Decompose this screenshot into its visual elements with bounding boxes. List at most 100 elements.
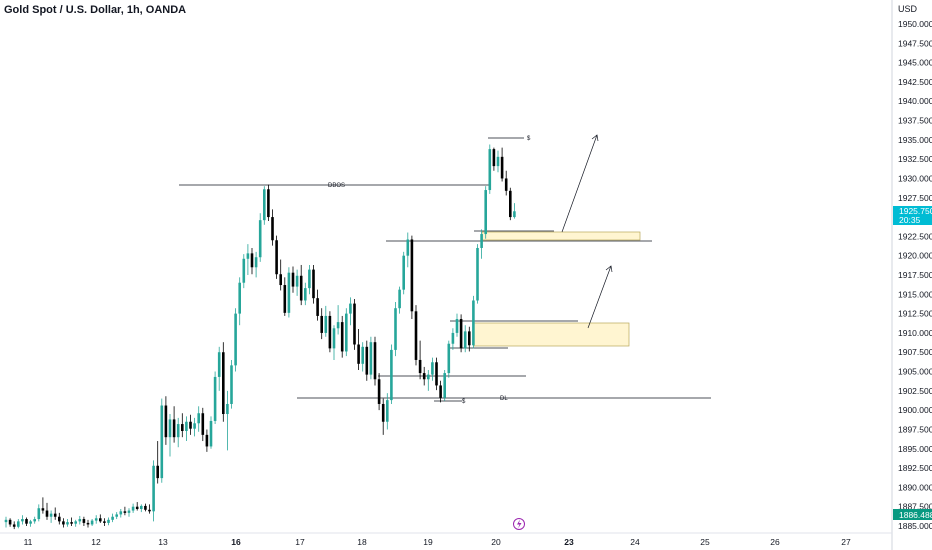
low-price-tag: 1886.488: [893, 509, 932, 520]
lightning-icon[interactable]: [513, 518, 525, 530]
currency-label: USD: [898, 4, 918, 14]
price-tick-label: 1900.000: [898, 405, 932, 415]
countdown-timer: 20:35: [899, 215, 921, 225]
candle-up: [254, 257, 258, 268]
low-price-tag-bg: [893, 509, 932, 520]
candle-down: [422, 373, 426, 380]
candle-up: [369, 342, 373, 375]
price-tick-label: 1932.500: [898, 154, 932, 164]
candle-down: [439, 385, 442, 398]
price-tick-label: 1915.000: [898, 289, 932, 299]
last-price-tag-bg: [893, 206, 932, 225]
price-tick-label: 1930.000: [898, 173, 932, 183]
candle-down: [222, 352, 225, 415]
time-tick-label: 27: [841, 537, 851, 547]
price-tick-label: 1942.500: [898, 77, 932, 87]
candle-up: [263, 189, 266, 221]
lower-arrow-head[interactable]: [605, 265, 613, 273]
price-tick-label: 1945.000: [898, 58, 932, 68]
price-tick-label: 1907.500: [898, 347, 932, 357]
candle-down: [299, 275, 303, 301]
candle-down: [373, 342, 377, 380]
candle-down: [435, 362, 438, 386]
candle-down: [328, 315, 332, 349]
projection-arrows[interactable]: [561, 134, 613, 329]
candle-up: [386, 400, 389, 422]
candle-up: [209, 420, 213, 447]
candle-up: [119, 511, 123, 515]
candle-down: [172, 419, 176, 438]
time-tick-label: 11: [24, 537, 33, 547]
candle-up: [230, 365, 233, 404]
dl-label: DL: [500, 396, 508, 402]
candle-up: [451, 332, 455, 344]
price-tick-label: 1912.500: [898, 309, 932, 319]
candle-down: [381, 403, 385, 422]
candle-down: [492, 149, 496, 167]
candle-down: [271, 217, 274, 241]
candle-up: [447, 343, 451, 374]
candle-up: [74, 521, 77, 524]
candle-up: [324, 315, 328, 333]
candle-up: [336, 322, 340, 329]
candle-up: [217, 352, 221, 377]
candle-down: [279, 274, 282, 286]
candle-up: [168, 419, 172, 438]
candle-up: [111, 516, 114, 520]
upper-arrow-head[interactable]: [591, 134, 599, 142]
candle-up: [37, 508, 41, 520]
candle-down: [148, 509, 151, 512]
price-tick-label: 1920.000: [898, 251, 932, 261]
candle-down: [504, 178, 508, 191]
candle-down: [250, 253, 254, 268]
lower-arrow-line[interactable]: [587, 265, 612, 329]
candle-up: [304, 288, 307, 301]
candle-up: [427, 374, 430, 380]
candle-down: [267, 189, 270, 218]
time-tick-label: 24: [630, 537, 640, 547]
time-tick-label: 12: [91, 537, 101, 547]
candle-up: [484, 190, 487, 235]
drawings[interactable]: [179, 137, 711, 402]
candle-up: [160, 405, 164, 479]
candles-group: [4, 144, 516, 530]
candle-up: [140, 505, 143, 510]
candle-down: [8, 519, 12, 525]
candle-up: [49, 513, 53, 517]
last-price-tag: 1925.750 20:35: [893, 206, 932, 225]
high-dollar-label: $: [527, 136, 531, 142]
candle-down: [156, 465, 159, 479]
last-price-value: 1925.750: [899, 206, 932, 216]
lower-zone-box[interactable]: [473, 322, 630, 347]
candle-down: [135, 506, 139, 510]
candle-up: [398, 289, 401, 309]
candle-up: [287, 272, 291, 313]
candle-down: [99, 518, 102, 522]
candle-down: [45, 510, 49, 517]
time-tick-label: 26: [770, 537, 780, 547]
time-tick-label: 19: [423, 537, 433, 547]
price-tick-label: 1940.000: [898, 96, 932, 106]
candle-up: [258, 220, 262, 258]
candle-up: [394, 308, 397, 350]
upper-arrow-line[interactable]: [561, 134, 598, 233]
candle-down: [509, 190, 512, 218]
upper-zone-box[interactable]: [481, 231, 641, 241]
price-tick-label: 1917.500: [898, 270, 932, 280]
time-tick-label: 23: [564, 537, 574, 547]
price-axis[interactable]: 1950.000 1947.500 1945.000 1942.500 1940.000…: [898, 19, 932, 531]
candle-down: [275, 240, 278, 275]
candle-down: [205, 434, 209, 447]
candle-down: [86, 522, 90, 525]
candle-up: [332, 328, 336, 349]
price-tick-label: 1890.000: [898, 482, 932, 492]
candle-up: [402, 255, 405, 290]
price-tick-label: 1947.500: [898, 38, 932, 48]
price-tick-label: 1905.000: [898, 367, 932, 377]
price-tick-label: 1895.000: [898, 444, 932, 454]
candle-down: [25, 519, 28, 524]
candle-up: [308, 269, 311, 289]
candle-down: [181, 424, 184, 432]
time-axis[interactable]: 11 12 13 16 17 18 19 20 23 24 25 26 27: [24, 537, 851, 547]
